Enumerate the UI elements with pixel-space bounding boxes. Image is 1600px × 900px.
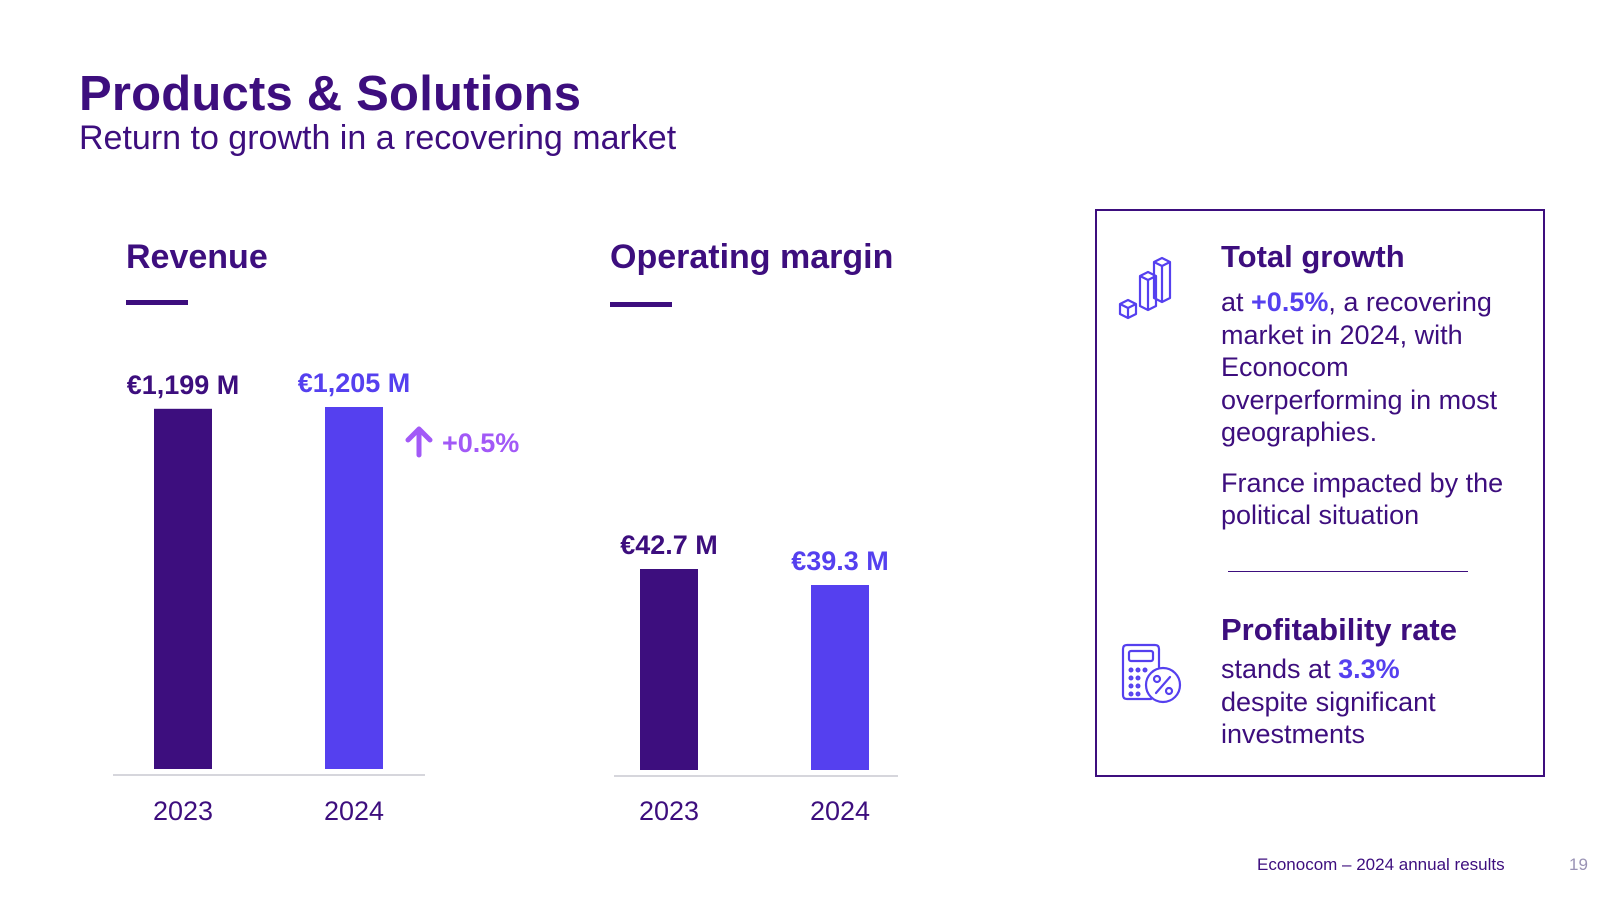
revenue-chart-title: Revenue (126, 238, 268, 276)
revenue-tick-2024: 2024 (324, 796, 384, 826)
revenue-title-underline (126, 300, 188, 305)
operating-margin-value-2024: €39.3 M (791, 546, 889, 576)
operating-margin-title-underline (610, 302, 672, 307)
revenue-tick-2023: 2023 (153, 796, 213, 826)
total-growth-text-prefix: at (1221, 287, 1252, 317)
operating-margin-chart-title: Operating margin (610, 238, 894, 276)
total-growth-text-suffix: , a recovering market in 2024, with Econ… (1221, 287, 1498, 447)
france-note: France impacted by the political situati… (1221, 467, 1504, 531)
panel-divider (1228, 571, 1468, 572)
operating-margin-bar-2023 (640, 569, 698, 770)
operating-margin-bar-2024 (811, 585, 869, 770)
total-growth-heading: Total growth (1221, 239, 1405, 274)
total-growth-highlight: +0.5% (1251, 287, 1329, 317)
revenue-value-2023: €1,199 M (127, 370, 240, 400)
page-number: 19 (1569, 855, 1588, 874)
revenue-bar-2023 (154, 408, 212, 769)
profitability-rate-heading: Profitability rate (1221, 612, 1457, 647)
arrow-up-icon (405, 426, 433, 458)
profitability-text-prefix: stands at (1221, 654, 1339, 684)
page-subtitle: Return to growth in a recovering market (79, 119, 677, 157)
footer-text: Econocom – 2024 annual results (1257, 855, 1505, 874)
operating-margin-chart: €42.7 M €39.3 M 2023 2024 (614, 530, 898, 826)
page-title: Products & Solutions (79, 67, 582, 121)
operating-margin-tick-2024: 2024 (810, 796, 870, 826)
total-growth-text: at +0.5%, a recovering market in 2024, w… (1221, 286, 1531, 532)
revenue-bar-2024 (325, 407, 383, 769)
revenue-chart: €1,199 M €1,205 M 2023 2024 +0.5% (113, 368, 519, 826)
revenue-value-2024: €1,205 M (298, 368, 411, 398)
profitability-rate-text: stands at 3.3% despite significant inves… (1221, 653, 1531, 751)
revenue-growth-annotation: +0.5% (442, 428, 519, 458)
key-figures-panel (1095, 209, 1545, 777)
calculator-percent-icon (1121, 643, 1182, 704)
bar-growth-icon (1118, 256, 1172, 320)
profitability-text-suffix: despite significant investments (1221, 686, 1436, 750)
profitability-highlight: 3.3% (1338, 654, 1400, 684)
operating-margin-tick-2023: 2023 (639, 796, 699, 826)
charts-canvas: €1,199 M €1,205 M 2023 2024 +0.5% €42.7 … (113, 368, 898, 826)
operating-margin-value-2023: €42.7 M (620, 530, 718, 560)
